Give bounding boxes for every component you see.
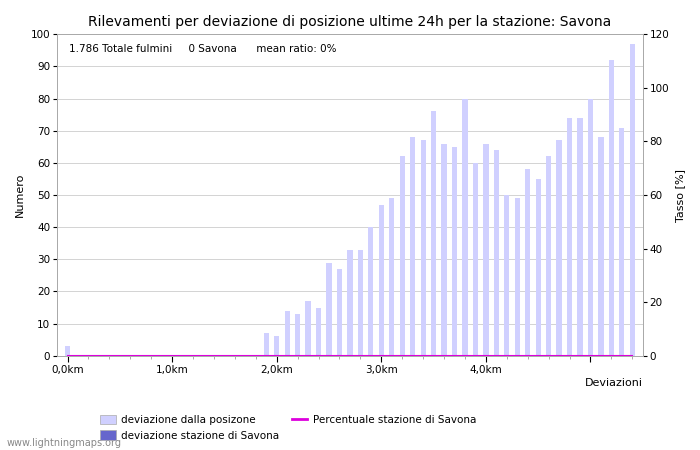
Title: Rilevamenti per deviazione di posizione ultime 24h per la stazione: Savona: Rilevamenti per deviazione di posizione … [88, 15, 612, 29]
Bar [463, 99, 468, 356]
Bar [567, 118, 572, 356]
Bar [588, 99, 593, 356]
Bar [421, 140, 426, 356]
Bar [578, 118, 582, 356]
Bar [337, 269, 342, 356]
Text: Deviazioni: Deviazioni [584, 378, 643, 388]
Bar [473, 163, 478, 356]
Bar [264, 333, 269, 356]
Text: 1.786 Totale fulmini     0 Savona      mean ratio: 0%: 1.786 Totale fulmini 0 Savona mean ratio… [69, 44, 336, 54]
Bar [536, 179, 541, 356]
Bar [525, 169, 531, 356]
Y-axis label: Tasso [%]: Tasso [%] [675, 169, 685, 221]
Bar [598, 137, 603, 356]
Y-axis label: Numero: Numero [15, 173, 25, 217]
Bar [389, 198, 394, 356]
Text: www.lightningmaps.org: www.lightningmaps.org [7, 438, 122, 448]
Bar [504, 195, 510, 356]
Bar [326, 262, 332, 356]
Bar [556, 140, 561, 356]
Bar [494, 150, 499, 356]
Bar [620, 127, 624, 356]
Bar [305, 301, 311, 356]
Bar [347, 250, 353, 356]
Bar [65, 346, 70, 356]
Bar [630, 44, 635, 356]
Bar [285, 311, 290, 356]
Bar [274, 337, 279, 356]
Bar [431, 112, 436, 356]
Bar [358, 250, 363, 356]
Bar [546, 157, 551, 356]
Bar [452, 147, 457, 356]
Bar [442, 144, 447, 356]
Bar [400, 157, 405, 356]
Bar [514, 198, 520, 356]
Bar [483, 144, 489, 356]
Bar [368, 227, 374, 356]
Legend: deviazione dalla posizone, deviazione stazione di Savona, Percentuale stazione d: deviazione dalla posizone, deviazione st… [96, 411, 480, 445]
Bar [609, 60, 614, 356]
Bar [379, 205, 384, 356]
Bar [295, 314, 300, 356]
Bar [316, 307, 321, 356]
Bar [410, 137, 415, 356]
